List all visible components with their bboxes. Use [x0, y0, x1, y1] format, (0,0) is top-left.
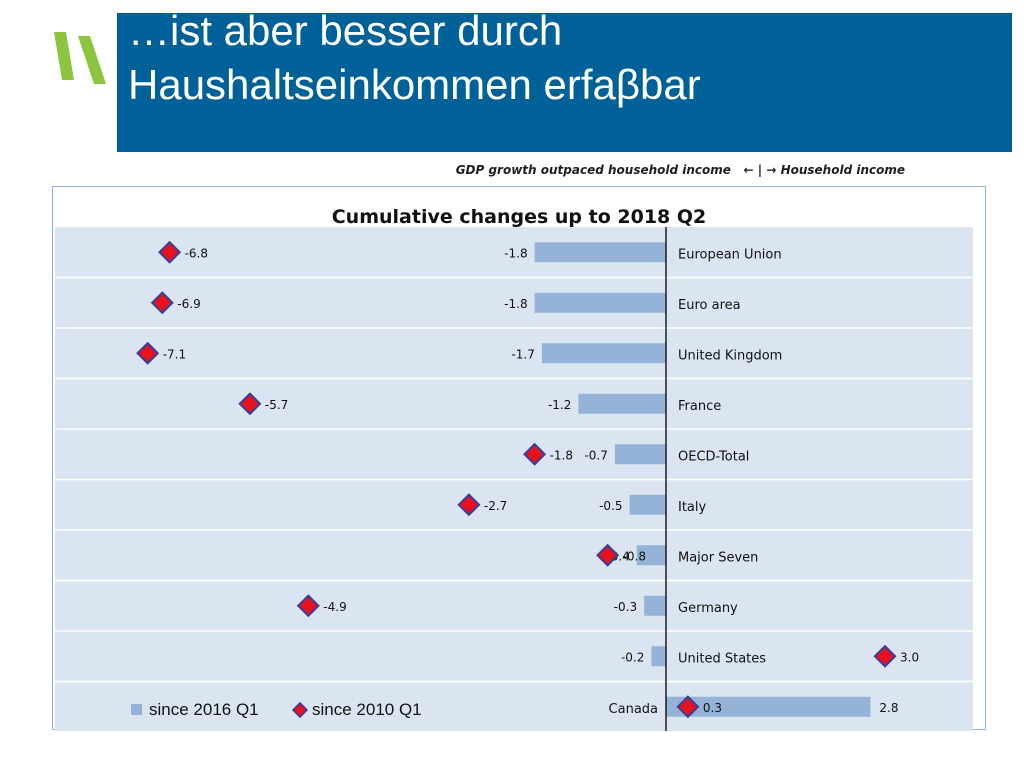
bar: [629, 494, 666, 515]
caption-left-text: GDP growth outpaced household income: [455, 163, 731, 177]
caption-separator: |: [757, 163, 763, 177]
bar-value-label: -0.5: [599, 499, 622, 513]
bar-value-label: -1.7: [511, 347, 534, 361]
marker-value-label: 3.0: [900, 650, 919, 664]
slide-title-line-1: …ist aber besser durch: [128, 7, 563, 54]
marker: [238, 392, 262, 416]
category-label: United Kingdom: [678, 348, 782, 363]
marker: [150, 291, 174, 315]
marker-value-label: -1.8: [550, 448, 573, 462]
marker: [873, 644, 897, 668]
legend-marker-swatch: [291, 701, 309, 719]
marker-value-label: -0.8: [623, 549, 646, 563]
legend-bar-swatch: [131, 704, 142, 715]
bar-value-label: -1.2: [548, 398, 571, 412]
bar-value-label: 2.8: [879, 701, 898, 715]
chart-caption: GDP growth outpaced household income ← |…: [0, 163, 905, 177]
marker: [596, 543, 620, 567]
bar: [614, 444, 666, 465]
quote-mark-logo: [54, 32, 106, 84]
marker: [296, 594, 320, 618]
category-label: Germany: [678, 601, 738, 616]
bar-value-label: -0.3: [614, 600, 637, 614]
arrow-right-icon: →: [766, 163, 777, 177]
marker-value-label: 0.3: [703, 701, 722, 715]
category-label: OECD-Total: [678, 449, 749, 464]
marker: [676, 695, 700, 719]
category-label: France: [678, 399, 721, 414]
chart-title: Cumulative changes up to 2018 Q2: [332, 206, 707, 228]
marker: [158, 240, 182, 264]
bar: [541, 343, 666, 364]
category-label: Canada: [609, 702, 658, 717]
bar: [644, 595, 666, 616]
marker-value-label: -7.1: [163, 347, 186, 361]
bar-value-label: -1.8: [504, 246, 527, 260]
bar: [666, 696, 871, 717]
slide-title-line-2: Haushaltseinkommen erfaβbar: [128, 61, 701, 108]
bar: [636, 545, 666, 566]
arrow-left-icon: ←: [735, 163, 754, 177]
legend-label: since 2010 Q1: [312, 700, 422, 719]
bar: [534, 242, 666, 263]
marker: [523, 442, 547, 466]
category-label: Italy: [678, 500, 707, 515]
marker-value-label: -6.9: [177, 297, 200, 311]
legend-label: since 2016 Q1: [149, 700, 259, 719]
marker-value-label: -2.7: [484, 499, 507, 513]
caption-right-text: Household income: [780, 163, 905, 177]
title-banner: …ist aber besser durch Haushaltseinkomme…: [117, 7, 1012, 152]
category-label: United States: [678, 651, 766, 666]
bar-chart: Cumulative changes up to 2018 Q2 -1.8 Euro…: [55, 206, 973, 731]
category-label: Major Seven: [678, 550, 758, 565]
marker-value-label: -4.9: [323, 600, 346, 614]
bar: [578, 393, 666, 414]
marker: [457, 493, 481, 517]
bar-value-label: -0.2: [621, 650, 644, 664]
category-label: Euro area: [678, 298, 741, 313]
marker: [136, 341, 160, 365]
bar: [534, 292, 666, 313]
category-label: European Union: [678, 247, 782, 262]
marker-value-label: -5.7: [265, 398, 288, 412]
chart-frame: Cumulative changes up to 2018 Q2 -1.8 Euro…: [52, 186, 986, 731]
marker-value-label: -6.8: [185, 246, 208, 260]
bar-value-label: -1.8: [504, 297, 527, 311]
bar: [651, 646, 666, 667]
bar-value-label: -0.7: [584, 448, 607, 462]
